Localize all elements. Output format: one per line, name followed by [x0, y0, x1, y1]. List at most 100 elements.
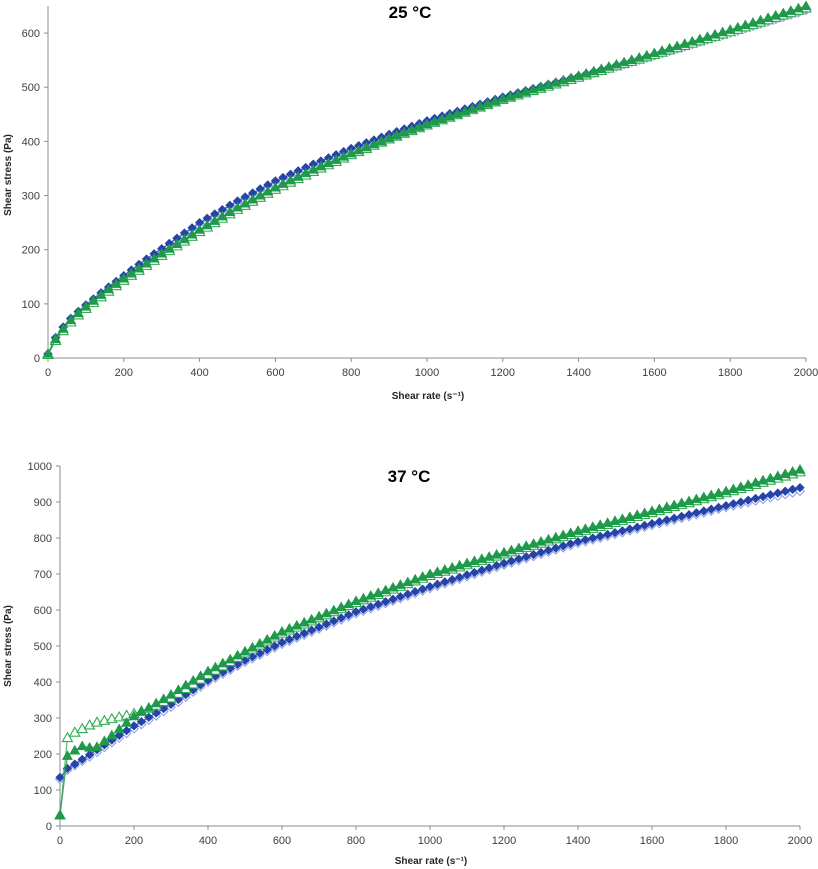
chart-25c-series-3-point [466, 103, 478, 113]
chart-37c-series-1-point [440, 577, 450, 587]
chart-25c-y-tick-label: 300 [22, 191, 40, 203]
chart-37c-series-1-point [617, 526, 628, 536]
chart-37c-series-1-point [625, 524, 635, 534]
chart-37c-series-1-point [321, 619, 332, 629]
chart-37c-series-1-point [543, 545, 554, 555]
chart-25c-series-3-point [421, 118, 433, 129]
chart-37c-series-3-point [91, 741, 103, 751]
chart-37c-series-1-point [366, 602, 376, 612]
chart-25c-series-3-point [87, 295, 99, 305]
chart-25c-series-3-point [103, 283, 115, 294]
chart-37c-series-1-point [588, 533, 598, 543]
chart-37c-series-1-point [728, 499, 739, 509]
chart-37c-series-3-point [187, 674, 199, 685]
chart-37c-series-1-point [669, 513, 679, 523]
chart-25c-y-axis-label: Shear stress (Pa) [3, 134, 14, 216]
chart-37c-series-1-point [602, 529, 613, 540]
chart-37c-series-1-point [395, 592, 406, 602]
chart-37c-series-3-point [313, 610, 325, 621]
chart-37c-series-1-point [410, 587, 420, 597]
chart-25c-series-3-point [451, 108, 463, 118]
chart-25c-series-3-point [391, 129, 403, 140]
chart-37c-series-1-point [780, 486, 790, 496]
chart-37c-x-tick-label: 400 [199, 835, 217, 847]
chart-25c-x-tick-label: 1200 [491, 367, 515, 379]
chart-37c-series-3-point [409, 573, 421, 584]
chart-37c-series-1-point [484, 563, 494, 573]
chart-25c-series-3-point [338, 150, 350, 161]
chart-25c-series-3-point [42, 348, 54, 358]
chart-37c-series-1-point [84, 750, 95, 760]
chart-37c-series-3-point [61, 750, 73, 760]
chart-25c-series-3-point [360, 141, 372, 152]
chart-37c-series-1-point [558, 541, 568, 551]
chart-37c-series-1-point [758, 491, 768, 502]
chart-37c-series-1-point [358, 604, 369, 614]
chart-25c-series-3-point [353, 144, 365, 155]
chart-25c-series-3-point [300, 167, 312, 178]
chart-37c-series-2-point [83, 719, 96, 730]
chart-37c-y-tick-label: 800 [34, 533, 52, 545]
chart-37c-y-tick-label: 0 [46, 821, 52, 833]
chart-37c-series-1-point [721, 500, 731, 511]
chart-25c-series-2-line [47, 7, 807, 356]
chart-25c-series-3-point [110, 278, 122, 288]
chart-25c-series-1-line [47, 8, 807, 355]
chart-37c-series-3-point [328, 604, 340, 615]
chart-37c-series-3-point [380, 584, 392, 595]
chart-37c-series-1-point [121, 726, 132, 736]
chart-25c-series-3-point [330, 154, 342, 164]
chart-25c-y-tick-label: 100 [22, 299, 40, 311]
chart-37c-series-3-point [306, 613, 318, 624]
chart-37c-series-1-point [403, 589, 413, 599]
chart-25c-series-3-point [800, 0, 812, 11]
chart-37c-series-1-point [114, 730, 124, 741]
chart-37c-title: 37 °C [388, 467, 431, 486]
chart-37c-series-3-point [335, 601, 347, 612]
chart-37c-series-3-point [794, 463, 806, 474]
chart-37c-series-1-point [477, 565, 487, 575]
chart-25c-series-3-point [429, 115, 441, 126]
chart-37c-series-3-point [372, 587, 384, 597]
chart-37c-series-3-point [402, 576, 414, 587]
chart-37c-series-1-point [373, 599, 383, 609]
chart-25c-series-3-point [398, 126, 410, 137]
chart-37c-x-tick-label: 1400 [566, 835, 590, 847]
chart-25c-series-3-point [118, 272, 130, 283]
chart-37c-series-3-point [276, 625, 288, 636]
chart-37c-y-tick-label: 400 [34, 677, 52, 689]
chart-37c-series-1-point [595, 531, 605, 541]
chart-37c-series-3-point [365, 589, 377, 600]
chart-25c-series-3-point [292, 171, 304, 181]
chart-37c-series-1-point [639, 520, 650, 531]
chart-37c-series-3-point [320, 607, 332, 618]
chart-37c-series-3-point [394, 579, 406, 589]
chart-37c-series-1-point [284, 634, 295, 644]
chart-25c-x-tick-label: 1400 [566, 367, 590, 379]
chart-37c-series-3-point [76, 740, 88, 751]
chart-37c-series-1-point [491, 560, 502, 571]
chart-25c-series-3-point [322, 157, 334, 168]
chart-37c-y-tick-label: 200 [34, 749, 52, 761]
chart-37c-series-1-point [514, 554, 524, 564]
chart-25c-x-tick-label: 200 [115, 367, 133, 379]
chart-37c-series-3-point [84, 741, 96, 752]
chart-25c-x-tick-label: 1000 [415, 367, 439, 379]
chart-25c-series-3-point [125, 267, 137, 278]
chart-37c-series-3-point [54, 809, 66, 820]
chart-37c-series-1-point [676, 511, 687, 522]
chart-37c-series-1-point [647, 518, 657, 529]
chart-37c-x-tick-label: 600 [273, 835, 291, 847]
chart-37c-series-1-point [662, 515, 672, 525]
chart-37c-y-tick-label: 900 [34, 497, 52, 509]
chart-37c-y-tick-label: 600 [34, 605, 52, 617]
chart-25c-series-3-point [383, 132, 395, 143]
chart-25c-series-3-point [178, 233, 190, 244]
chart-25c-series-3-point [57, 323, 69, 333]
chart-37c-series-3-point [195, 670, 207, 680]
chart-37c: 0 200 400 600 800 1000 1200 1400 1600 1800 2000 0 10… [3, 461, 812, 867]
chart-25c-x-tick-label: 1800 [718, 367, 742, 379]
chart-37c-series-3-point [113, 723, 125, 734]
chart-25c-series-3-point [156, 247, 168, 258]
chart-25c-series-3-point [163, 243, 175, 253]
